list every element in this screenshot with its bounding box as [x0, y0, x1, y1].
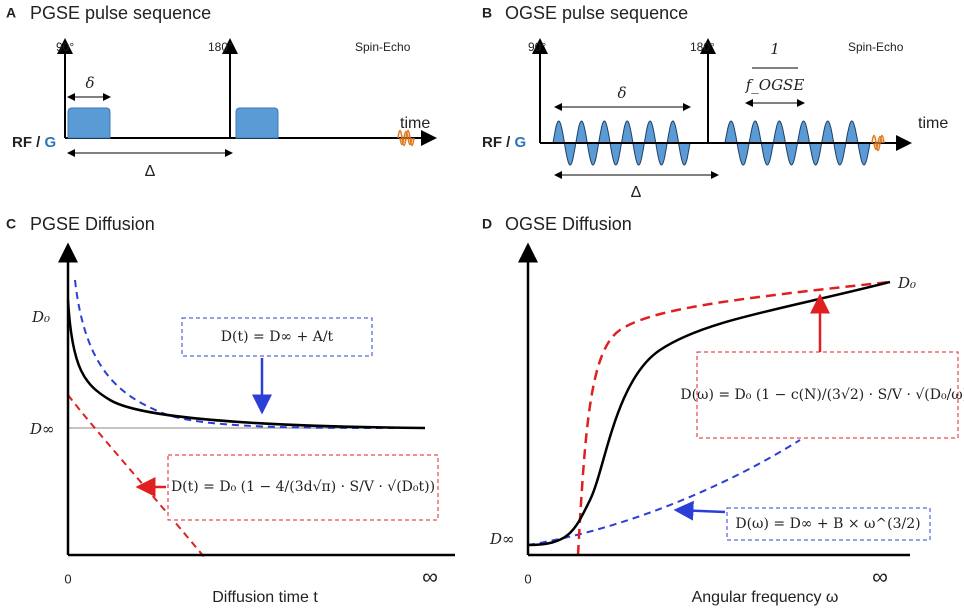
equation: D(ω) = D∞ + B × ω^(3/2) — [735, 516, 920, 532]
panel-c: C PGSE Diffusion D₀ D∞ D(t) = D∞ + A/t D… — [6, 214, 455, 606]
slash: / — [506, 134, 511, 151]
echo-signal — [871, 134, 885, 152]
diffusion-curve — [527, 280, 891, 547]
panel-label: B — [482, 5, 492, 21]
x-end-label: ∞ — [422, 564, 438, 589]
panel-title: PGSE Diffusion — [30, 214, 155, 234]
panel-label: D — [482, 216, 492, 232]
panel-title: OGSE Diffusion — [505, 214, 632, 234]
rf-text: RF — [12, 134, 32, 151]
period-denominator: f_OGSE — [745, 76, 805, 94]
x-axis-label: Diffusion time t — [212, 589, 318, 606]
panel-title: OGSE pulse sequence — [505, 3, 688, 23]
high-freq-curve — [576, 280, 891, 556]
g-text: G — [45, 134, 57, 151]
rf-text: RF — [482, 134, 502, 151]
echo-signal — [399, 130, 413, 146]
delta-label: δ — [617, 84, 626, 102]
equation: D(t) = D∞ + A/t — [221, 329, 334, 345]
rf-label: 90° — [528, 40, 546, 54]
rf-label: 180° — [690, 40, 715, 54]
equation-box — [181, 317, 373, 357]
panel-label: C — [6, 216, 16, 232]
g-text: G — [515, 134, 527, 151]
time-label: time — [918, 115, 948, 132]
equation: D(ω) = D₀ (1 − c(N)/(3√2) · S/V · √(D₀/ω… — [680, 387, 964, 403]
short-time-curve — [67, 394, 206, 559]
gradient-pulse — [67, 107, 111, 139]
period-numerator: 1 — [770, 40, 780, 58]
d0-label: D₀ — [897, 274, 916, 292]
pointer-arrow — [673, 500, 726, 521]
rf-label: 90° — [56, 40, 74, 54]
axis-label: RF / G — [12, 134, 56, 151]
equation: D(t) = D₀ (1 − 4/(3d√π) · S/V · √(D₀t)) — [171, 479, 435, 495]
echo-label: Spin-Echo — [355, 40, 411, 54]
diffusion-curve — [66, 299, 426, 430]
d0-label: D₀ — [31, 308, 50, 326]
echo-label: Spin-Echo — [848, 40, 904, 54]
x-axis-label: Angular frequency ω — [692, 589, 839, 606]
panel-title: PGSE pulse sequence — [30, 3, 211, 23]
big-delta-label: Δ — [145, 163, 156, 180]
x-end-label: ∞ — [872, 564, 888, 589]
panel-label: A — [6, 5, 16, 21]
big-delta-label: Δ — [631, 184, 642, 201]
panel-b: B OGSE pulse sequence 90° 180° Spin-Echo… — [482, 3, 948, 201]
x-start-label: 0 — [524, 571, 531, 586]
panel-d: D OGSE Diffusion D₀ D∞ D(ω) = D₀ (1 − c(… — [482, 214, 964, 606]
slash: / — [36, 134, 41, 151]
dinf-label: D∞ — [29, 420, 55, 438]
rf-label: 180° — [208, 40, 233, 54]
delta-label: δ — [85, 74, 94, 92]
axis-label: RF / G — [482, 134, 526, 151]
panel-a: A PGSE pulse sequence 90° 180° Spin-Echo… — [6, 3, 437, 180]
dinf-label: D∞ — [489, 530, 515, 548]
equation-box — [726, 507, 931, 541]
time-label: time — [400, 115, 430, 132]
equation-box — [167, 454, 439, 521]
equation-box — [696, 351, 959, 439]
gradient-pulse — [235, 107, 279, 139]
x-start-label: 0 — [64, 571, 71, 586]
